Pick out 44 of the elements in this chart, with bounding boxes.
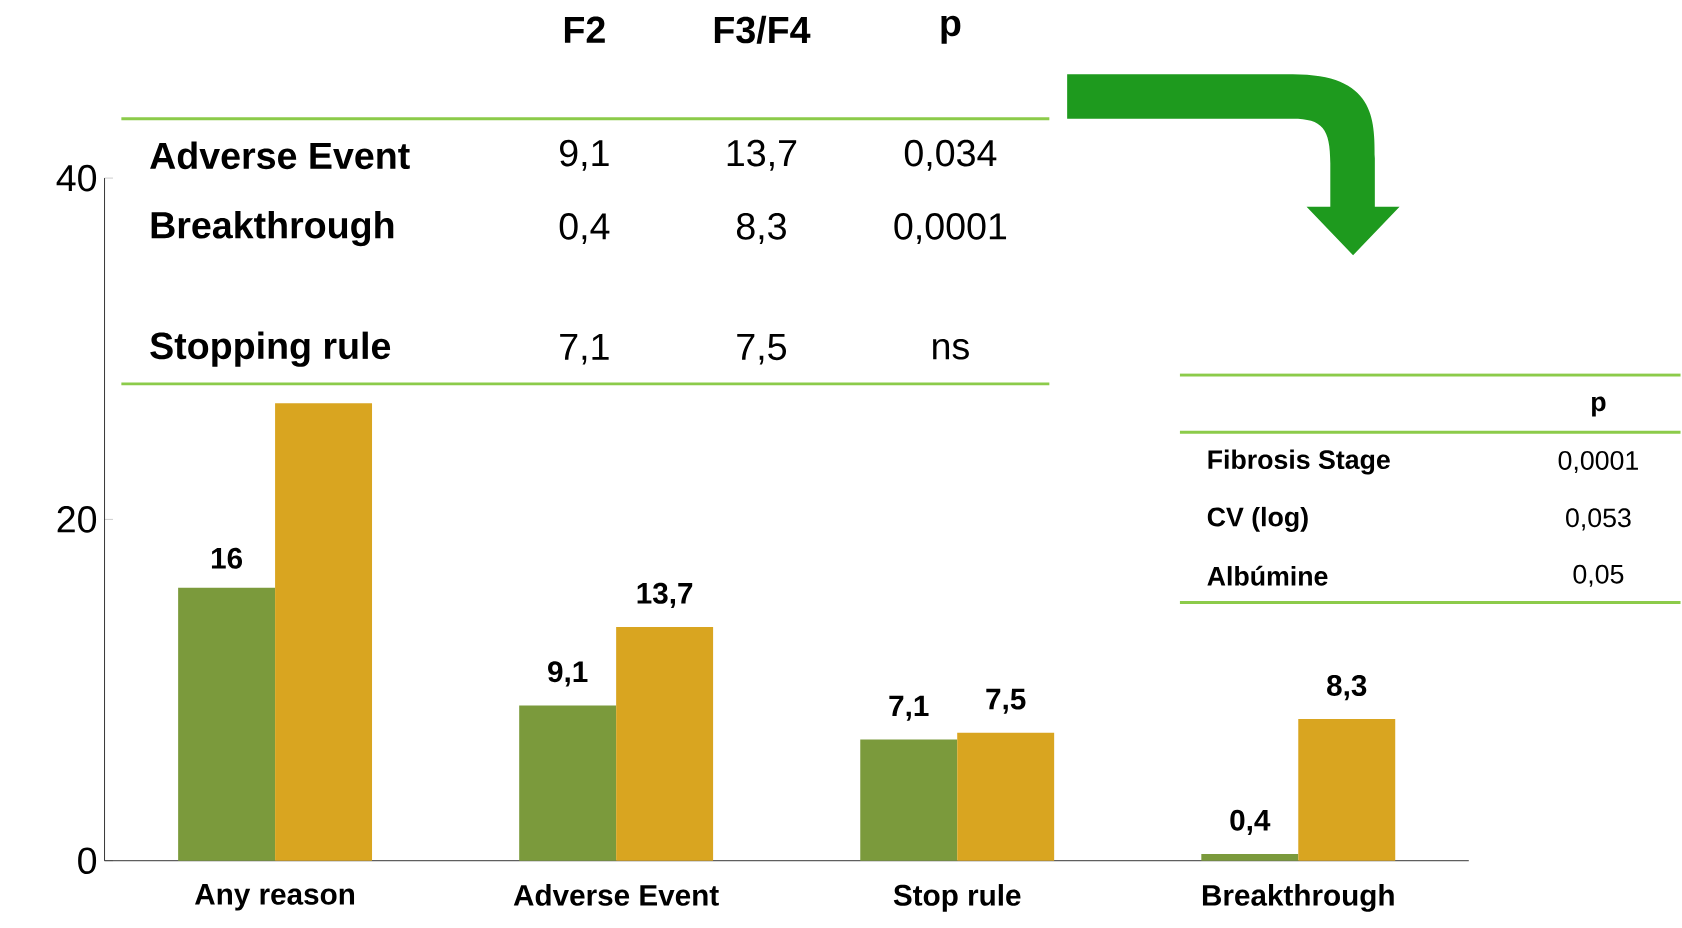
annotation: Breakthrough [151,210,394,247]
annotation: Albúmine [1207,565,1328,586]
text: F2 [564,16,605,43]
annotation: ns [933,338,969,360]
x-tick-label: Any reason [195,884,355,911]
annotation: CV (log) [1207,506,1308,532]
bar [1201,853,1299,861]
bar [860,739,958,861]
x-tick-label: Adverse Event [513,884,719,906]
text: p [1592,396,1606,417]
x-tick-label: Breakthrough [1202,884,1394,912]
y-tick-label: 0 [78,847,97,875]
annotation: Stopping rule [150,331,391,367]
text: 13,7 [727,139,797,171]
text: p [941,15,961,44]
text: 0,053 [1566,508,1631,531]
data-label: 9,1 [548,661,588,687]
text: 0,0001 [1558,451,1638,474]
data-label: 7,5 [986,688,1026,714]
annotation: 0,4 [559,213,610,245]
text: F3/F4 [714,15,811,44]
data-label: 8,3 [1327,674,1367,701]
bar [275,403,373,861]
text: 0,05 [1573,564,1624,587]
annotation: Fibrosis Stage [1208,449,1390,475]
bar [957,732,1055,861]
data-label: 13,7 [637,582,693,609]
y-tick-label: 20 [57,506,97,533]
text: Adverse Event [150,141,410,170]
text: 0,034 [904,139,997,171]
bar [616,626,714,861]
y-tick-label: 40 [56,164,97,192]
data-label: 0,4 [1230,809,1271,836]
annotation: 8,3 [736,213,786,245]
bar [519,705,617,861]
data-label: 7,1 [889,695,929,721]
x-tick-label: Stop rule [893,884,1021,912]
annotation: 7,1 [560,333,609,365]
text: 9,1 [560,139,609,171]
annotation: 0,0001 [894,213,1007,245]
bar [1298,719,1396,861]
bar [178,587,276,861]
annotation: 7,5 [737,333,787,365]
data-label: 16 [211,547,243,569]
